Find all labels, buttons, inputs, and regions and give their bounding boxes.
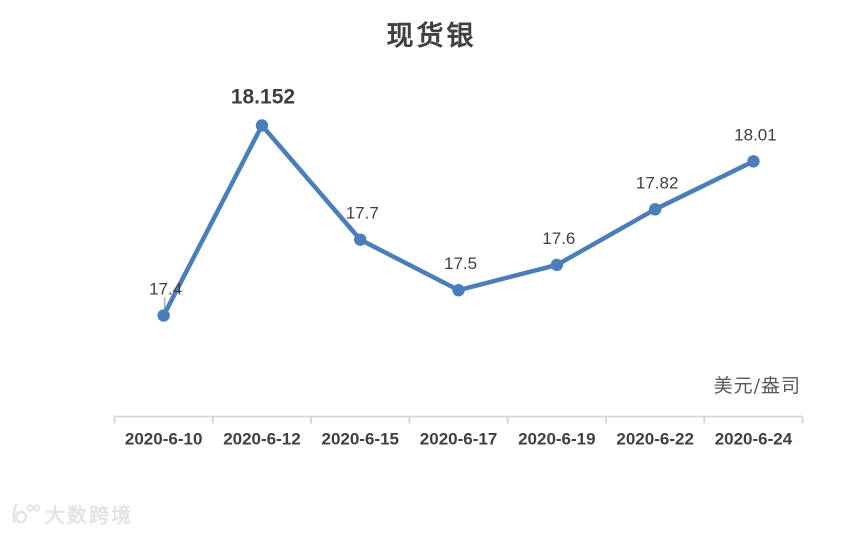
x-axis-label: 2020-6-17 (420, 430, 498, 449)
x-axis-label: 2020-6-12 (223, 430, 301, 449)
data-label: 17.6 (542, 229, 575, 248)
data-label: 18.01 (734, 125, 777, 144)
data-label: 18.152 (231, 85, 295, 108)
x-axis-label: 2020-6-10 (125, 430, 203, 449)
data-point-marker (649, 203, 661, 215)
data-point-marker (551, 259, 563, 271)
x-axis-label: 2020-6-19 (518, 430, 596, 449)
line-chart-plot: 2020-6-10 2020-6-12 2020-6-15 2020-6-17 2020… (0, 0, 863, 535)
data-point-marker (354, 233, 366, 245)
data-point-marker (256, 119, 268, 131)
x-axis-label: 2020-6-15 (321, 430, 399, 449)
data-label: 17.5 (444, 254, 477, 273)
axis-unit-label: 美元/盎司 (714, 371, 801, 398)
x-axis-label: 2020-6-24 (715, 430, 793, 449)
watermark-logo-icon (10, 502, 40, 526)
data-point-marker (452, 284, 464, 296)
data-point-marker (157, 309, 169, 321)
watermark: 大数跨境 (10, 499, 133, 528)
data-point-marker (747, 155, 759, 167)
data-label: 17.4 (149, 279, 182, 298)
chart-canvas: 现货银 2020-6-102020-6-122020-6-152020-6-17… (0, 0, 863, 535)
x-axis-label: 2020-6-22 (616, 430, 694, 449)
data-label: 17.82 (636, 173, 679, 192)
watermark-text: 大数跨境 (45, 499, 133, 528)
data-label: 17.7 (346, 204, 379, 223)
